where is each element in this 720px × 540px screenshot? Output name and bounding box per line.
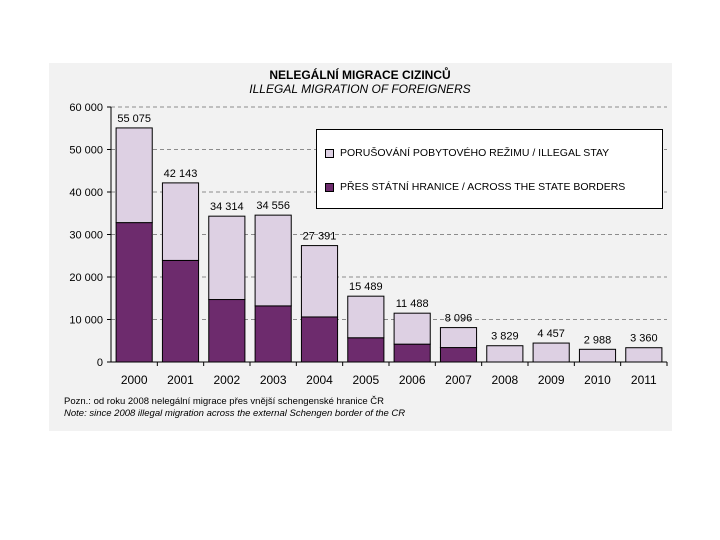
bar-border-crossing [300, 316, 339, 363]
legend-swatch-border-crossing [325, 182, 334, 192]
data-label: 27 391 [303, 231, 337, 243]
bar-border-crossing [439, 347, 478, 363]
bar-illegal-stay [393, 312, 431, 345]
bar-illegal-stay [161, 182, 200, 261]
note-czech: Pozn.: od roku 2008 nelegální migrace př… [64, 396, 385, 407]
legend-label-illegal-stay: PORUŠOVÁNÍ POBYTOVÉHO REŽIMU / ILLEGAL S… [340, 147, 610, 159]
y-tick-label: 0 [97, 357, 103, 369]
bar-illegal-stay [625, 347, 663, 363]
y-tick-label: 30 000 [69, 230, 103, 242]
data-label: 3 360 [630, 333, 658, 345]
note-english: Note: since 2008 illegal migration acros… [64, 408, 406, 419]
bar-border-crossing [161, 259, 200, 363]
bar-illegal-stay [115, 127, 153, 224]
x-tick-label: 2006 [399, 373, 426, 387]
bar-border-crossing [115, 222, 153, 363]
y-tick-label: 40 000 [69, 187, 103, 199]
data-label: 15 489 [349, 281, 383, 293]
data-label: 11 488 [396, 298, 429, 310]
y-tick-label: 60 000 [69, 102, 103, 114]
bar-illegal-stay [300, 245, 339, 318]
chart-title: NELEGÁLNÍ MIGRACE CIZINCŮ [269, 68, 451, 82]
bar-illegal-stay [347, 295, 385, 339]
x-tick-label: 2009 [538, 373, 565, 387]
bar-border-crossing [393, 343, 431, 363]
x-tick-label: 2008 [491, 373, 518, 387]
data-label: 55 075 [117, 113, 151, 125]
chart-panel [49, 63, 672, 431]
bar-illegal-stay [532, 342, 570, 363]
bar-illegal-stay [439, 327, 478, 349]
data-label: 34 556 [256, 200, 290, 212]
y-tick-label: 10 000 [69, 315, 103, 327]
x-tick-label: 2011 [631, 373, 657, 387]
x-tick-label: 2004 [306, 373, 333, 387]
data-label: 4 457 [537, 328, 565, 340]
x-tick-label: 2007 [445, 373, 472, 387]
data-label: 34 314 [210, 201, 244, 213]
data-label: 3 829 [491, 331, 519, 343]
legend-swatch-illegal-stay [325, 148, 334, 158]
bar-illegal-stay [208, 215, 246, 301]
x-tick-label: 2002 [213, 373, 240, 387]
bar-border-crossing [254, 305, 292, 363]
bar-illegal-stay [254, 214, 292, 307]
legend-item-border-crossing: PŘES STÁTNÍ HRANICE / ACROSS THE STATE B… [325, 181, 625, 193]
data-label: 42 143 [164, 168, 198, 180]
x-tick-label: 2005 [352, 373, 379, 387]
data-label: 2 988 [584, 334, 612, 346]
legend-item-illegal-stay: PORUŠOVÁNÍ POBYTOVÉHO REŽIMU / ILLEGAL S… [325, 147, 609, 159]
bar-border-crossing [208, 299, 246, 363]
legend-label-border-crossing: PŘES STÁTNÍ HRANICE / ACROSS THE STATE B… [340, 181, 626, 193]
y-tick-label: 50 000 [69, 145, 103, 157]
bar-illegal-stay [578, 348, 617, 363]
x-tick-label: 2001 [167, 373, 194, 387]
x-tick-label: 2003 [260, 373, 287, 387]
bar-illegal-stay [486, 345, 524, 363]
bar-border-crossing [347, 337, 385, 363]
x-tick-label: 2010 [584, 373, 611, 387]
chart-subtitle: ILLEGAL MIGRATION OF FOREIGNERS [249, 82, 471, 96]
y-tick-label: 20 000 [69, 272, 103, 284]
data-label: 8 096 [445, 313, 473, 325]
legend: PORUŠOVÁNÍ POBYTOVÉHO REŽIMU / ILLEGAL S… [316, 129, 663, 209]
x-tick-label: 2000 [121, 373, 148, 387]
